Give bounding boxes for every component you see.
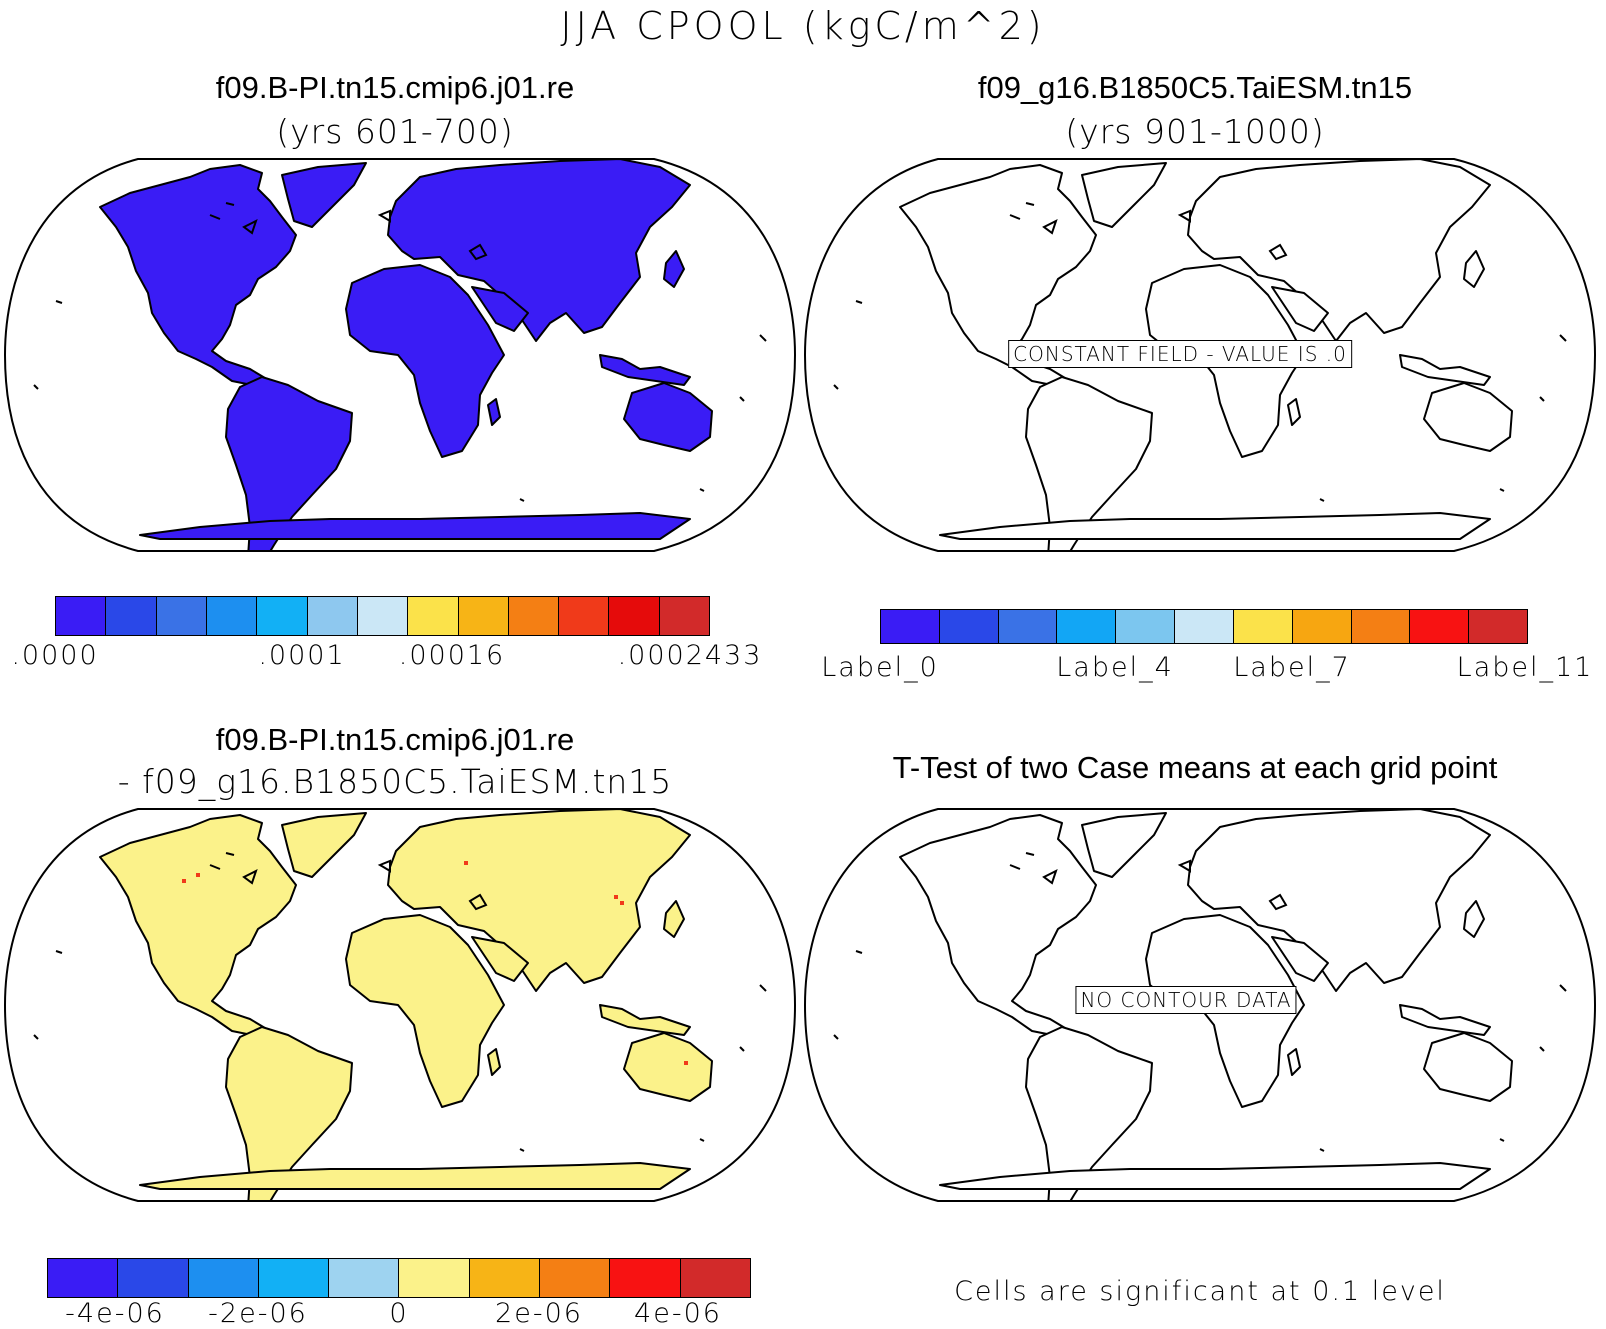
colorbar-swatch xyxy=(106,597,157,635)
panel-1-colorbar-label: .00016 xyxy=(398,640,506,671)
colorbar-swatch xyxy=(540,1259,611,1297)
colorbar-swatch xyxy=(659,597,710,635)
colorbar-swatch xyxy=(680,1259,750,1297)
colorbar-swatch xyxy=(408,597,459,635)
panel-3-colorbar-label: 0 xyxy=(389,1298,409,1329)
colorbar-swatch xyxy=(156,597,207,635)
figure-title: JJA CPOOL (kgC/m^2) xyxy=(560,4,1046,48)
significance-note: Cells are significant at 0.1 level xyxy=(954,1276,1446,1307)
colorbar-swatch xyxy=(998,610,1058,643)
panel-3-map xyxy=(3,808,797,1202)
difference-hotspots xyxy=(182,861,688,1065)
panel-1-title: f09.B-PI.tn15.cmip6.j01.re xyxy=(215,70,575,105)
panel-3-title: f09.B-PI.tn15.cmip6.j01.re xyxy=(215,722,575,757)
constant-field-message: CONSTANT FIELD - VALUE IS .0 xyxy=(1008,340,1352,368)
colorbar-swatch xyxy=(1292,610,1352,643)
panel-1-map xyxy=(3,158,797,552)
colorbar-swatch xyxy=(1351,610,1411,643)
colorbar-swatch xyxy=(257,597,308,635)
panel-3-colorbar-label: 2e-06 xyxy=(495,1298,583,1329)
panel-1-subtitle: (yrs 601-700) xyxy=(276,112,514,151)
panel-2-map xyxy=(803,158,1597,552)
panel-3-subtitle: - f09_g16.B1850C5.TaiESM.tn15 xyxy=(117,762,673,801)
colorbar-swatch xyxy=(48,1259,119,1297)
colorbar-swatch xyxy=(357,597,409,635)
panel-3-colorbar xyxy=(47,1258,751,1298)
colorbar-swatch xyxy=(508,597,560,635)
colorbar-swatch xyxy=(56,597,107,635)
colorbar-swatch xyxy=(399,1259,470,1297)
colorbar-swatch xyxy=(118,1259,189,1297)
colorbar-swatch xyxy=(1469,610,1527,643)
panel-2-title: f09_g16.B1850C5.TaiESM.tn15 xyxy=(977,70,1413,105)
colorbar-swatch xyxy=(329,1259,400,1297)
panel-3-colorbar-label: -2e-06 xyxy=(208,1298,308,1329)
panel-2-colorbar-label: Label_11 xyxy=(1456,652,1594,683)
panel-2-colorbar-label: Label_0 xyxy=(821,652,939,683)
panel-2-colorbar-label: Label_4 xyxy=(1056,652,1174,683)
colorbar-swatch xyxy=(1233,610,1293,643)
colorbar-swatch xyxy=(258,1259,330,1297)
colorbar-swatch xyxy=(206,597,258,635)
panel-3-colorbar-label: -4e-06 xyxy=(65,1298,165,1329)
panel-2-subtitle: (yrs 901-1000) xyxy=(1065,112,1325,151)
colorbar-swatch xyxy=(559,597,610,635)
colorbar-swatch xyxy=(469,1259,541,1297)
colorbar-swatch xyxy=(939,610,999,643)
panel-4-map xyxy=(803,808,1597,1202)
colorbar-swatch xyxy=(1116,610,1176,643)
panel-1-colorbar xyxy=(55,596,710,636)
colorbar-swatch xyxy=(458,597,509,635)
colorbar-swatch xyxy=(188,1259,259,1297)
panel-4-title: T-Test of two Case means at each grid po… xyxy=(892,750,1498,785)
colorbar-swatch xyxy=(307,597,358,635)
panel-2-colorbar xyxy=(880,609,1528,644)
panel-1-colorbar-label: .0001 xyxy=(258,640,346,671)
colorbar-swatch xyxy=(1410,610,1470,643)
colorbar-swatch xyxy=(609,597,660,635)
colorbar-swatch xyxy=(1057,610,1117,643)
panel-1-colorbar-label: .0000 xyxy=(11,640,99,671)
panel-3-colorbar-label: 4e-06 xyxy=(634,1298,722,1329)
colorbar-swatch xyxy=(1175,610,1234,643)
no-contour-message: NO CONTOUR DATA xyxy=(1075,986,1297,1014)
colorbar-swatch xyxy=(610,1259,681,1297)
colorbar-swatch xyxy=(881,610,940,643)
panel-1-colorbar-label: .0002433 xyxy=(617,640,763,671)
panel-2-colorbar-label: Label_7 xyxy=(1233,652,1351,683)
